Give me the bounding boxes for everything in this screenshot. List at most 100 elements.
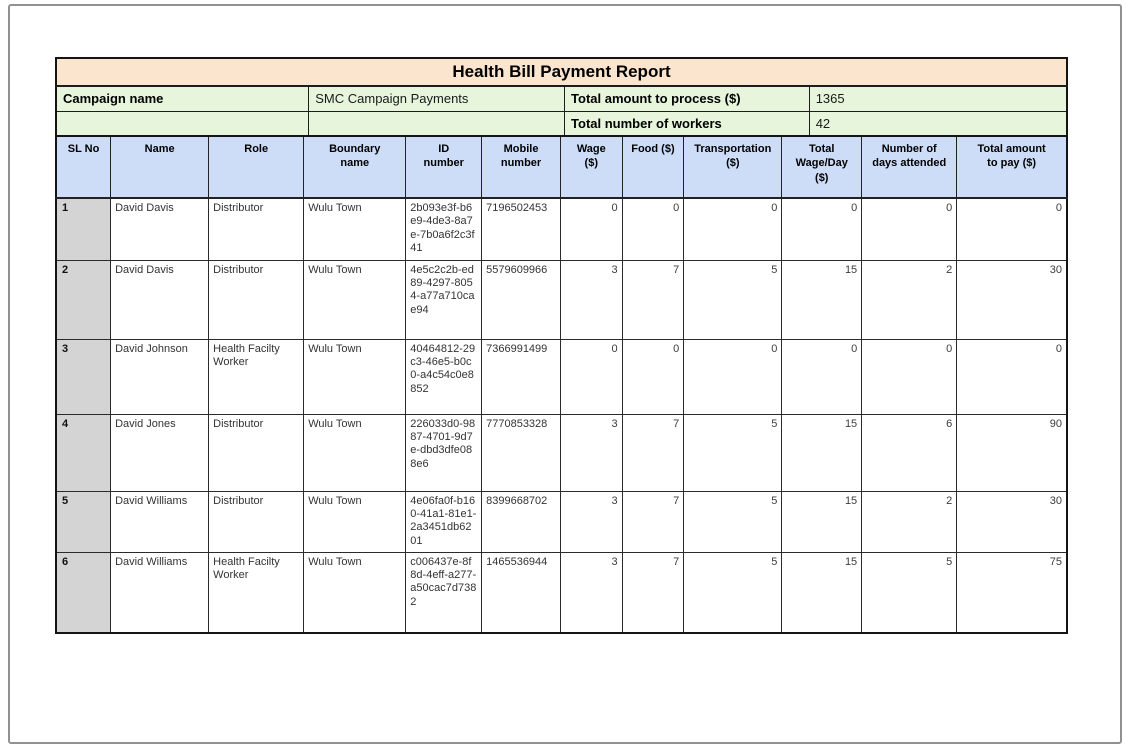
cell-mobile-number: 7196502453 bbox=[481, 197, 561, 261]
cell-mobile-number: 7366991499 bbox=[481, 338, 561, 415]
column-header: Name bbox=[110, 135, 210, 199]
column-header: Number of days attended bbox=[861, 135, 958, 199]
meta-row: Total number of workers 42 bbox=[55, 110, 1068, 137]
cell-name: David Jones bbox=[110, 413, 210, 492]
cell-total-pay: 30 bbox=[956, 490, 1068, 553]
payment-report: Health Bill Payment Report Campaign name… bbox=[55, 57, 1068, 634]
cell-days-attended: 6 bbox=[861, 413, 958, 492]
cell-total-pay: 75 bbox=[956, 551, 1068, 634]
cell-wage: 3 bbox=[559, 551, 623, 634]
cell-name: David Williams bbox=[110, 551, 210, 634]
report-title: Health Bill Payment Report bbox=[55, 57, 1068, 87]
cell-total-pay: 30 bbox=[956, 259, 1068, 340]
column-header: ID number bbox=[405, 135, 483, 199]
cell-total-pay: 0 bbox=[956, 338, 1068, 415]
cell-wage: 0 bbox=[559, 338, 623, 415]
cell-name: David Johnson bbox=[110, 338, 210, 415]
column-header: Total Wage/Day ($) bbox=[781, 135, 863, 199]
cell-sl-no: 5 bbox=[55, 490, 112, 553]
cell-total-wage-day: 15 bbox=[781, 259, 863, 340]
cell-days-attended: 5 bbox=[861, 551, 958, 634]
table-row: 3 David Johnson Health Facilty Worker Wu… bbox=[55, 338, 1068, 415]
cell-sl-no: 4 bbox=[55, 413, 112, 492]
cell-sl-no: 3 bbox=[55, 338, 112, 415]
total-amount-label: Total amount to process ($) bbox=[564, 85, 810, 112]
campaign-name-label: Campaign name bbox=[55, 85, 310, 112]
cell-wage: 0 bbox=[559, 197, 623, 261]
cell-transportation: 5 bbox=[683, 490, 783, 553]
cell-total-wage-day: 15 bbox=[781, 413, 863, 492]
cell-total-wage-day: 15 bbox=[781, 551, 863, 634]
cell-boundary-name: Wulu Town bbox=[303, 413, 407, 492]
table-row: 5 David Williams Distributor Wulu Town 4… bbox=[55, 490, 1068, 553]
cell-food: 7 bbox=[621, 490, 685, 553]
cell-mobile-number: 1465536944 bbox=[481, 551, 561, 634]
cell-role: Health Facilty Worker bbox=[208, 551, 305, 634]
cell-transportation: 0 bbox=[683, 197, 783, 261]
cell-name: David Davis bbox=[110, 197, 210, 261]
cell-total-pay: 0 bbox=[956, 197, 1068, 261]
cell-wage: 3 bbox=[559, 259, 623, 340]
cell-id-number: 2b093e3f-b6e9-4de3-8a7e-7b0a6f2c3f41 bbox=[405, 197, 483, 261]
cell-days-attended: 0 bbox=[861, 197, 958, 261]
cell-id-number: 4e5c2c2b-ed89-4297-8054-a77a710cae94 bbox=[405, 259, 483, 340]
table-row: 2 David Davis Distributor Wulu Town 4e5c… bbox=[55, 259, 1068, 340]
meta-row: Campaign name SMC Campaign Payments Tota… bbox=[55, 85, 1068, 112]
total-amount-value: 1365 bbox=[808, 85, 1068, 112]
cell-boundary-name: Wulu Town bbox=[303, 197, 407, 261]
cell-boundary-name: Wulu Town bbox=[303, 551, 407, 634]
total-workers-label: Total number of workers bbox=[564, 110, 810, 137]
cell-total-wage-day: 15 bbox=[781, 490, 863, 553]
column-header: Transportation ($) bbox=[683, 135, 783, 199]
cell-mobile-number: 7770853328 bbox=[481, 413, 561, 492]
cell-role: Distributor bbox=[208, 413, 305, 492]
cell-mobile-number: 8399668702 bbox=[481, 490, 561, 553]
cell-name: David Williams bbox=[110, 490, 210, 553]
cell-food: 7 bbox=[621, 413, 685, 492]
workers-table-body: 1 David Davis Distributor Wulu Town 2b09… bbox=[55, 197, 1068, 634]
cell-boundary-name: Wulu Town bbox=[303, 259, 407, 340]
cell-role: Distributor bbox=[208, 490, 305, 553]
column-header: Boundary name bbox=[303, 135, 407, 199]
column-header: SL No bbox=[55, 135, 112, 199]
cell-food: 0 bbox=[621, 338, 685, 415]
cell-wage: 3 bbox=[559, 413, 623, 492]
cell-id-number: 4e06fa0f-b160-41a1-81e1-2a3451db6201 bbox=[405, 490, 483, 553]
column-header: Total amount to pay ($) bbox=[956, 135, 1068, 199]
cell-days-attended: 2 bbox=[861, 259, 958, 340]
campaign-name-value: SMC Campaign Payments bbox=[308, 85, 566, 112]
cell-total-wage-day: 0 bbox=[781, 197, 863, 261]
cell-transportation: 0 bbox=[683, 338, 783, 415]
table-row: 4 David Jones Distributor Wulu Town 2260… bbox=[55, 413, 1068, 492]
table-row: 6 David Williams Health Facilty Worker W… bbox=[55, 551, 1068, 634]
column-header-row: SL No Name Role Boundary name ID number Mobil… bbox=[55, 135, 1068, 199]
cell-total-wage-day: 0 bbox=[781, 338, 863, 415]
cell-transportation: 5 bbox=[683, 259, 783, 340]
column-header: Role bbox=[208, 135, 305, 199]
title-row: Health Bill Payment Report bbox=[55, 57, 1068, 87]
cell-food: 0 bbox=[621, 197, 685, 261]
column-header: Wage ($) bbox=[559, 135, 623, 199]
cell-food: 7 bbox=[621, 259, 685, 340]
column-header: Food ($) bbox=[621, 135, 685, 199]
table-row: 1 David Davis Distributor Wulu Town 2b09… bbox=[55, 197, 1068, 261]
cell-boundary-name: Wulu Town bbox=[303, 338, 407, 415]
cell-role: Distributor bbox=[208, 197, 305, 261]
empty-cell bbox=[55, 110, 310, 137]
cell-role: Distributor bbox=[208, 259, 305, 340]
cell-id-number: c006437e-8f8d-4eff-a277-a50cac7d7382 bbox=[405, 551, 483, 634]
empty-cell bbox=[308, 110, 566, 137]
workers-table: SL No Name Role Boundary name ID number Mobil… bbox=[55, 135, 1068, 634]
cell-food: 7 bbox=[621, 551, 685, 634]
cell-wage: 3 bbox=[559, 490, 623, 553]
cell-transportation: 5 bbox=[683, 551, 783, 634]
cell-boundary-name: Wulu Town bbox=[303, 490, 407, 553]
cell-mobile-number: 5579609966 bbox=[481, 259, 561, 340]
cell-sl-no: 6 bbox=[55, 551, 112, 634]
cell-id-number: 226033d0-9887-4701-9d7e-dbd3dfe088e6 bbox=[405, 413, 483, 492]
column-header: Mobile number bbox=[481, 135, 561, 199]
cell-id-number: 40464812-29c3-46e5-b0c0-a4c54c0e8852 bbox=[405, 338, 483, 415]
page-frame: Health Bill Payment Report Campaign name… bbox=[8, 4, 1122, 744]
cell-name: David Davis bbox=[110, 259, 210, 340]
cell-role: Health Facilty Worker bbox=[208, 338, 305, 415]
